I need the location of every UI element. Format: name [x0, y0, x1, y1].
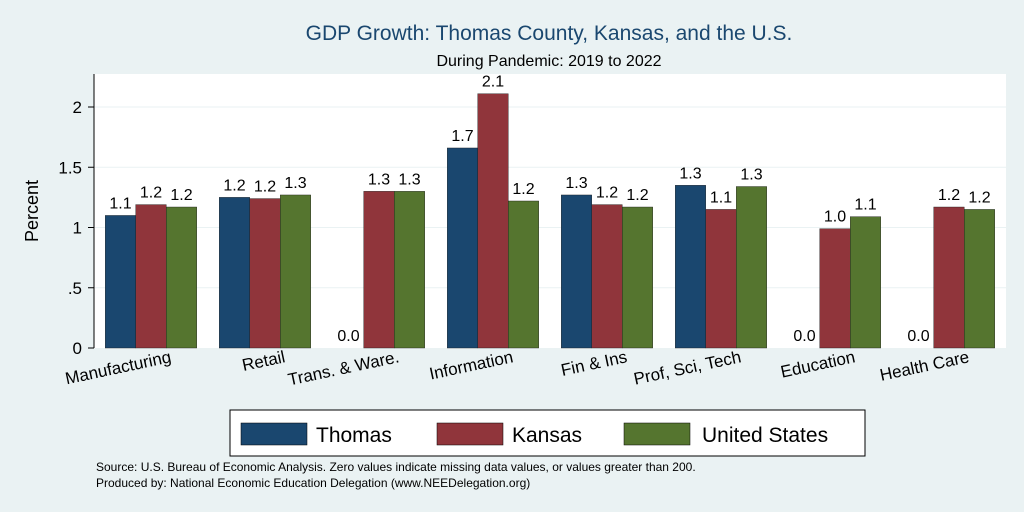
x-tick-label-trans-ware: Trans. & Ware. — [286, 347, 401, 389]
bar-kansas-fin-ins — [591, 204, 623, 349]
legend-label-kansas: Kansas — [512, 424, 582, 447]
data-label-thomas-information: 1.7 — [451, 128, 473, 145]
y-tick-label: 1.5 — [58, 158, 82, 177]
bar-united-states-manufacturing — [166, 206, 197, 349]
x-tick-label-prof-sci-tech: Prof, Sci, Tech — [632, 347, 743, 388]
bar-united-states-health-care — [964, 209, 995, 349]
data-label-united-states-prof-sci-tech: 1.3 — [740, 167, 762, 184]
chart-title: GDP Growth: Thomas County, Kansas, and t… — [306, 22, 793, 45]
data-label-kansas-health-care: 1.2 — [938, 187, 960, 204]
chart-subtitle: During Pandemic: 2019 to 2022 — [436, 53, 661, 70]
bar-united-states-fin-ins — [622, 206, 653, 349]
bar-kansas-education — [819, 228, 851, 349]
bars — [105, 93, 995, 349]
data-label-kansas-education: 1.0 — [824, 209, 846, 226]
data-label-thomas-retail: 1.2 — [223, 177, 245, 194]
bar-thomas-retail — [219, 197, 250, 349]
bar-united-states-information — [508, 200, 539, 349]
y-tick-label: 1 — [73, 219, 82, 238]
data-label-united-states-education: 1.1 — [854, 197, 876, 214]
data-label-kansas-manufacturing: 1.2 — [140, 185, 162, 202]
data-label-united-states-fin-ins: 1.2 — [626, 187, 648, 204]
produced-by-note: Produced by: National Economic Education… — [96, 476, 530, 490]
data-label-thomas-education: 0.0 — [793, 328, 815, 345]
legend-label-thomas: Thomas — [316, 424, 392, 447]
bar-united-states-prof-sci-tech — [736, 186, 767, 349]
bar-thomas-fin-ins — [561, 194, 592, 349]
data-label-thomas-trans-ware: 0.0 — [337, 328, 359, 345]
data-label-kansas-information: 2.1 — [482, 74, 504, 91]
bar-kansas-information — [477, 93, 509, 349]
data-label-thomas-health-care: 0.0 — [907, 328, 929, 345]
x-tick-label-health-care: Health Care — [878, 347, 971, 384]
data-label-kansas-trans-ware: 1.3 — [368, 171, 390, 188]
data-labels: 1.1 1.2 1.2 1.2 1.2 1.3 0.0 1.3 1.3 1.7 2.1 1.2 1.3 1… — [109, 74, 990, 345]
legend: Thomas Kansas United States — [229, 409, 866, 457]
data-label-united-states-retail: 1.3 — [284, 175, 306, 192]
legend-swatch-united-states — [623, 422, 691, 446]
bar-thomas-prof-sci-tech — [675, 185, 706, 349]
x-tick-label-fin-ins: Fin & Ins — [559, 347, 629, 380]
x-axis: Manufacturing Retail Trans. & Ware. Informa… — [64, 347, 971, 389]
y-tick-label: 0 — [73, 339, 82, 358]
data-label-thomas-prof-sci-tech: 1.3 — [679, 165, 701, 182]
y-tick-label: .5 — [68, 279, 82, 298]
data-label-united-states-health-care: 1.2 — [968, 189, 990, 206]
legend-label-united-states: United States — [702, 424, 828, 447]
data-label-kansas-prof-sci-tech: 1.1 — [710, 189, 732, 206]
bar-kansas-manufacturing — [135, 204, 167, 349]
y-axis: 0 .5 1 1.5 2 — [58, 74, 95, 358]
x-tick-label-information: Information — [428, 347, 515, 383]
bar-united-states-retail — [280, 194, 311, 349]
bar-united-states-education — [850, 216, 881, 349]
data-label-kansas-fin-ins: 1.2 — [596, 185, 618, 202]
x-tick-label-education: Education — [779, 347, 857, 381]
bar-kansas-retail — [249, 198, 281, 349]
bar-thomas-information — [447, 147, 478, 349]
bar-united-states-trans-ware — [394, 191, 425, 349]
data-label-united-states-trans-ware: 1.3 — [398, 171, 420, 188]
x-tick-label-retail: Retail — [240, 347, 286, 375]
data-label-thomas-manufacturing: 1.1 — [109, 195, 131, 212]
data-label-united-states-information: 1.2 — [512, 181, 534, 198]
y-axis-label: Percent — [22, 180, 42, 242]
legend-swatch-kansas — [436, 422, 504, 446]
data-label-united-states-manufacturing: 1.2 — [170, 187, 192, 204]
legend-box — [229, 409, 866, 457]
bar-kansas-trans-ware — [363, 191, 395, 349]
bar-thomas-manufacturing — [105, 215, 136, 349]
y-tick-label: 2 — [73, 98, 82, 117]
data-label-kansas-retail: 1.2 — [254, 179, 276, 196]
data-label-thomas-fin-ins: 1.3 — [565, 175, 587, 192]
source-note: Source: U.S. Bureau of Economic Analysis… — [96, 460, 696, 474]
bar-kansas-health-care — [933, 206, 965, 349]
legend-swatch-thomas — [240, 422, 308, 446]
bar-kansas-prof-sci-tech — [705, 209, 737, 349]
